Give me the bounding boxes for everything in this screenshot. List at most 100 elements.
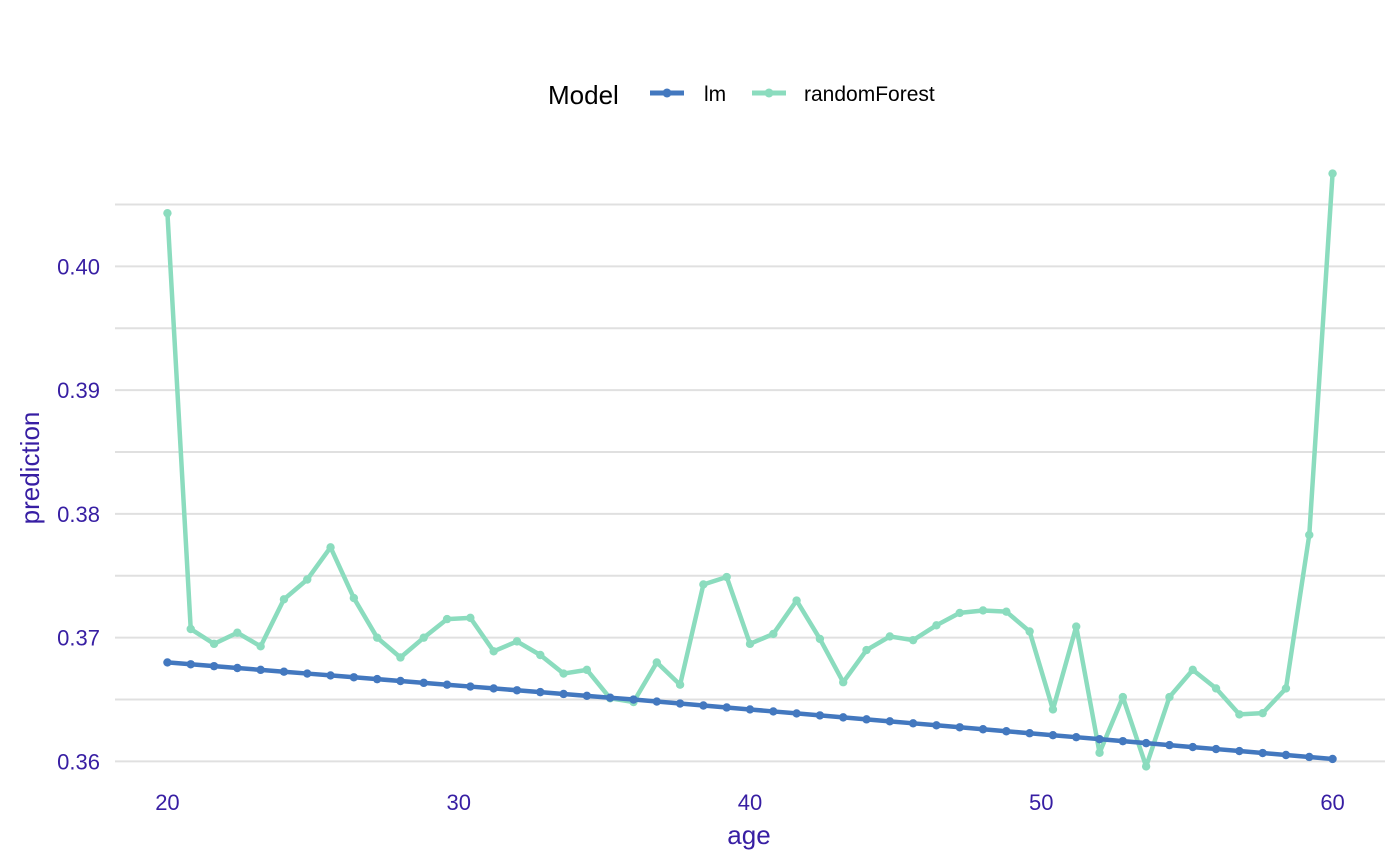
data-point-lm — [815, 711, 825, 720]
data-point-randomForest — [815, 634, 825, 644]
data-point-lm — [1095, 734, 1104, 744]
data-point-lm — [209, 661, 219, 671]
data-point-lm — [279, 667, 289, 676]
data-point-randomForest — [163, 208, 172, 218]
legend-entries: lm randomForest — [650, 83, 935, 106]
data-point-randomForest — [1235, 710, 1244, 719]
data-point-randomForest — [1165, 692, 1174, 702]
data-point-randomForest — [349, 593, 359, 603]
data-point-lm — [1188, 742, 1197, 752]
legend-label: lm — [704, 83, 726, 106]
data-point-lm — [442, 680, 452, 689]
data-point-lm — [512, 686, 522, 695]
grid-lines — [115, 203, 1385, 763]
data-point-randomForest — [1095, 748, 1104, 757]
data-point-lm — [1025, 729, 1034, 738]
y-tick-label: 0.40 — [57, 254, 100, 279]
data-point-lm — [1281, 750, 1291, 760]
data-point-randomForest — [303, 575, 312, 584]
data-point-randomForest — [675, 680, 685, 689]
data-point-randomForest — [839, 678, 848, 687]
data-point-randomForest — [1002, 607, 1011, 616]
data-point-randomForest — [792, 596, 801, 605]
data-point-randomForest — [1188, 665, 1197, 675]
legend: Model lm randomForest — [548, 80, 935, 110]
data-point-lm — [839, 713, 848, 722]
data-point-lm — [349, 673, 359, 682]
data-point-randomForest — [978, 606, 988, 615]
data-point-lm — [1072, 732, 1081, 742]
data-point-lm — [233, 663, 242, 673]
data-point-lm — [792, 709, 801, 718]
data-point-randomForest — [442, 614, 452, 624]
data-point-lm — [769, 707, 778, 716]
data-point-randomForest — [536, 650, 545, 660]
data-point-randomForest — [1281, 684, 1291, 693]
y-tick-label: 0.38 — [57, 502, 100, 527]
x-tick-label: 50 — [1029, 790, 1053, 815]
data-point-lm — [256, 665, 265, 675]
y-tick-label: 0.37 — [57, 626, 100, 651]
data-point-lm — [885, 717, 895, 726]
legend-key-point — [662, 88, 672, 98]
data-point-lm — [908, 719, 918, 728]
data-point-randomForest — [745, 639, 755, 649]
data-point-lm — [1235, 746, 1244, 756]
data-point-lm — [1328, 754, 1337, 764]
data-point-lm — [745, 705, 755, 714]
data-point-lm — [326, 671, 335, 680]
data-point-randomForest — [1328, 169, 1337, 178]
data-point-randomForest — [186, 624, 195, 634]
x-axis-title: age — [727, 820, 770, 850]
data-point-lm — [1305, 752, 1314, 762]
data-point-lm — [1165, 740, 1174, 750]
data-point-lm — [1141, 738, 1151, 748]
data-point-lm — [629, 695, 638, 704]
data-point-randomForest — [256, 642, 265, 651]
data-point-lm — [955, 723, 964, 732]
data-point-lm — [466, 682, 475, 691]
data-point-randomForest — [559, 669, 568, 678]
data-point-lm — [1048, 730, 1058, 740]
data-point-lm — [699, 701, 708, 710]
data-point-randomForest — [885, 632, 895, 641]
data-point-randomForest — [326, 543, 335, 552]
data-point-lm — [559, 689, 568, 699]
y-axis-ticks: 0.36 0.37 0.38 0.39 0.40 — [57, 254, 100, 774]
data-point-lm — [396, 676, 405, 686]
data-point-lm — [1258, 748, 1267, 758]
data-point-randomForest — [209, 639, 219, 649]
legend-key-point — [764, 88, 774, 98]
data-point-randomForest — [512, 637, 522, 646]
data-point-randomForest — [1258, 708, 1267, 718]
data-point-randomForest — [862, 645, 871, 655]
data-point-lm — [605, 693, 615, 702]
data-point-randomForest — [932, 621, 941, 630]
x-tick-label: 60 — [1320, 790, 1344, 815]
data-point-randomForest — [396, 653, 405, 662]
data-point-randomForest — [699, 580, 708, 589]
data-point-lm — [489, 684, 498, 693]
data-point-lm — [186, 660, 195, 669]
data-point-lm — [932, 721, 941, 730]
data-point-lm — [1211, 744, 1221, 754]
data-point-randomForest — [582, 665, 592, 675]
x-tick-label: 40 — [738, 790, 762, 815]
x-tick-label: 20 — [155, 790, 179, 815]
data-point-randomForest — [372, 633, 382, 642]
data-point-randomForest — [489, 647, 498, 656]
series-layer — [163, 169, 1337, 771]
y-tick-label: 0.39 — [57, 378, 100, 403]
legend-title: Model — [548, 80, 619, 110]
data-point-randomForest — [279, 595, 289, 604]
data-point-lm — [652, 697, 661, 706]
data-point-lm — [372, 674, 382, 684]
y-tick-label: 0.36 — [57, 749, 100, 774]
legend-label: randomForest — [804, 83, 935, 106]
y-axis-title: prediction — [15, 412, 45, 525]
data-point-randomForest — [1025, 627, 1034, 636]
x-axis-ticks: 20 30 40 50 60 — [155, 790, 1345, 815]
legend-entry-lm: lm — [650, 83, 726, 106]
data-point-lm — [675, 699, 685, 708]
data-point-randomForest — [1305, 530, 1314, 540]
